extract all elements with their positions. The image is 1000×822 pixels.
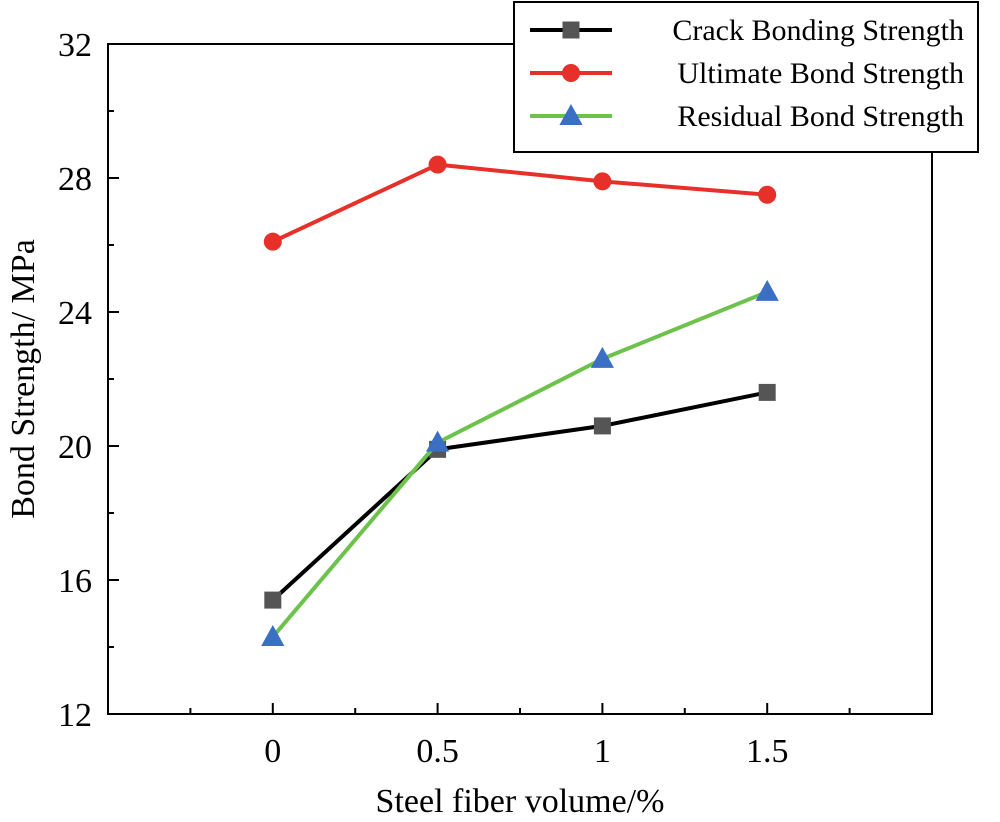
y-axis-title: Bond Strength/ MPa — [5, 239, 42, 519]
x-tick-label: 0 — [264, 733, 281, 770]
legend-label: Crack Bonding Strength — [672, 14, 964, 47]
data-point-circle — [593, 172, 612, 191]
y-tick-label: 24 — [58, 295, 92, 332]
series-line — [271, 162, 768, 244]
x-axis-title: Steel fiber volume/% — [376, 783, 665, 820]
data-point-square — [758, 383, 776, 401]
series-ultimate-bond-strength — [263, 155, 777, 251]
x-tick-label: 1 — [594, 733, 611, 770]
y-axis: 12 16 20 24 28 32 — [58, 27, 119, 734]
y-tick-label: 12 — [58, 697, 92, 734]
data-point-square — [593, 417, 611, 435]
y-tick-label: 16 — [58, 563, 92, 600]
data-point-triangle — [426, 430, 450, 452]
data-point-circle — [758, 185, 777, 204]
legend-marker-triangle — [559, 104, 583, 125]
legend-marker-circle — [562, 64, 580, 82]
data-point-circle — [428, 155, 447, 174]
x-axis: 0 0.5 1 1.5 — [189, 703, 851, 770]
data-point-triangle — [261, 624, 285, 646]
legend: Crack Bonding Strength Ultimate Bond Stre… — [513, 1, 979, 153]
x-tick-label: 1.5 — [746, 733, 789, 770]
series-line — [271, 290, 768, 639]
series-residual-bond-strength — [261, 279, 779, 646]
legend-entry: Residual Bond Strength — [530, 100, 964, 133]
series-crack-bonding-strength — [264, 383, 776, 609]
series-layer — [261, 155, 779, 646]
legend-label: Residual Bond Strength — [677, 100, 964, 133]
data-point-square — [264, 591, 282, 609]
legend-label: Ultimate Bond Strength — [677, 57, 964, 90]
data-point-triangle — [755, 279, 779, 301]
legend-box — [513, 1, 979, 153]
legend-marker-square — [562, 21, 580, 39]
y-tick-label: 28 — [58, 161, 92, 198]
data-point-circle — [263, 232, 282, 251]
y-tick-label: 32 — [58, 27, 92, 64]
data-point-triangle — [590, 346, 614, 368]
legend-entry: Crack Bonding Strength — [530, 14, 964, 47]
y-tick-label: 20 — [58, 429, 92, 466]
x-tick-label: 0.5 — [416, 733, 459, 770]
legend-entry: Ultimate Bond Strength — [530, 57, 964, 90]
series-line — [271, 390, 768, 602]
